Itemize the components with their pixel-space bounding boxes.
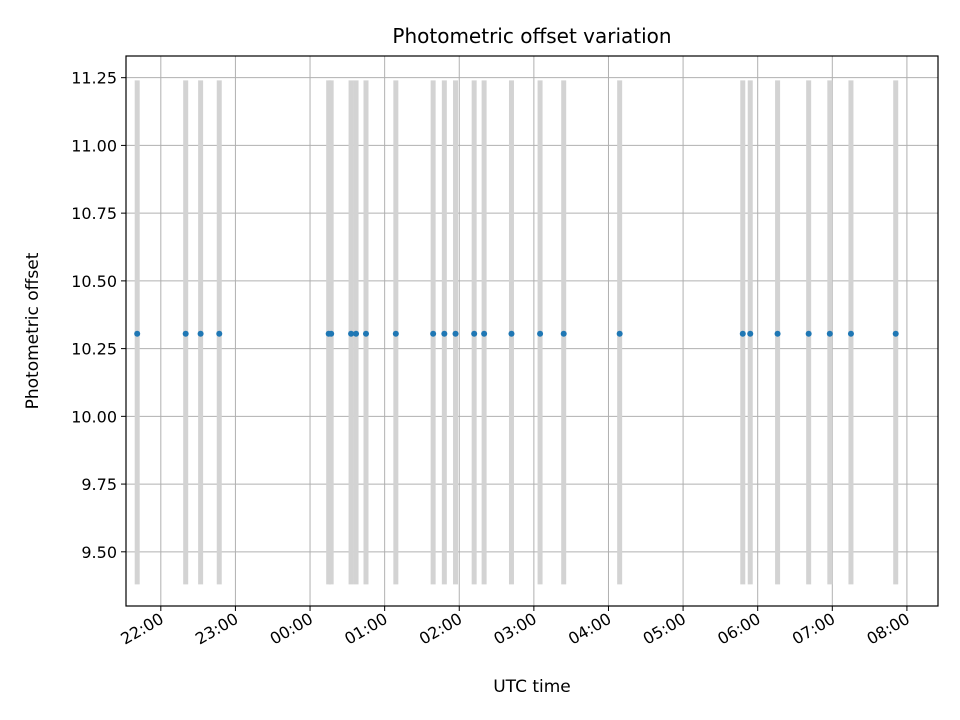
data-point	[362, 330, 369, 337]
data-point	[392, 330, 399, 337]
x-tick-label: 08:00	[863, 609, 912, 649]
data-point	[826, 330, 833, 337]
data-point	[747, 330, 754, 337]
data-point	[471, 330, 478, 337]
x-tick-label: 22:00	[117, 609, 166, 649]
data-point	[348, 330, 355, 337]
data-point	[508, 330, 515, 337]
x-tick-label: 06:00	[714, 609, 763, 649]
x-tick-label: 23:00	[192, 609, 241, 649]
grid	[126, 56, 938, 606]
x-tick-label: 05:00	[640, 609, 689, 649]
x-axis: 22:00 23:00 00:00 01:00 02:00 03:00 04:00 05:00…	[117, 606, 913, 649]
data-point	[328, 330, 335, 337]
x-tick-label: 01:00	[341, 609, 390, 649]
y-axis-label: Photometric offset	[23, 252, 43, 409]
data-point	[216, 330, 223, 337]
data-point	[847, 330, 854, 337]
y-tick-label: 10.75	[71, 204, 117, 223]
data-point	[430, 330, 437, 337]
data-point	[805, 330, 812, 337]
x-tick-label: 07:00	[789, 609, 838, 649]
plot-frame	[125, 55, 939, 607]
x-axis-label: UTC time	[493, 677, 571, 697]
data-point	[182, 330, 189, 337]
data-point	[537, 330, 544, 337]
x-tick-label: 03:00	[490, 609, 539, 649]
x-tick-label: 04:00	[565, 609, 614, 649]
y-tick-label: 11.25	[71, 69, 117, 88]
x-tick-label: 00:00	[267, 609, 316, 649]
y-axis: 9.50 9.75 10.00 10.25 10.50 10.75 11.00 11.25	[71, 69, 126, 562]
data-point	[616, 330, 623, 337]
y-tick-label: 11.00	[71, 136, 117, 155]
bars	[134, 80, 899, 585]
data-point	[452, 330, 459, 337]
y-tick-label: 10.00	[71, 407, 117, 426]
data-point	[892, 330, 899, 337]
data-point	[134, 330, 141, 337]
data-point	[441, 330, 448, 337]
data-point	[353, 330, 360, 337]
data-point	[481, 330, 488, 337]
data-point	[774, 330, 781, 337]
data-point	[739, 330, 746, 337]
chart-title: Photometric offset variation	[392, 24, 671, 48]
data-point	[197, 330, 204, 337]
data-point	[560, 330, 567, 337]
x-tick-label: 02:00	[416, 609, 465, 649]
y-tick-label: 9.75	[81, 475, 117, 494]
y-tick-label: 10.50	[71, 272, 117, 291]
y-tick-label: 9.50	[81, 543, 117, 562]
points	[134, 330, 899, 337]
y-tick-label: 10.25	[71, 340, 117, 359]
